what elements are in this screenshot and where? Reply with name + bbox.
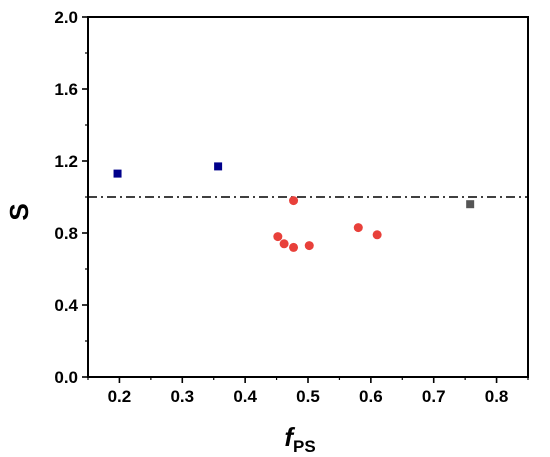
y-tick-label: 1.6 <box>54 80 78 99</box>
y-tick-label: 1.2 <box>54 152 78 171</box>
data-point-circle <box>279 239 289 249</box>
data-point-square <box>466 200 475 209</box>
x-axis-title-subscript: PS <box>293 437 316 456</box>
x-axis-title: fPS <box>284 422 315 456</box>
x-tick-label: 0.4 <box>233 387 257 406</box>
tick-marks <box>82 16 529 383</box>
data-point-circle <box>289 242 299 252</box>
y-axis-title: S <box>4 203 34 220</box>
y-tick-labels: 0.0 0.4 0.8 1.2 1.6 2.0 <box>54 8 78 387</box>
x-tick-label: 0.6 <box>359 387 383 406</box>
x-tick-label: 0.3 <box>170 387 194 406</box>
y-tick-label: 0.0 <box>54 368 78 387</box>
x-tick-label: 0.2 <box>108 387 132 406</box>
data-point-square <box>113 169 122 178</box>
x-tick-label: 0.8 <box>485 387 509 406</box>
data-point-circle <box>289 196 299 206</box>
data-point-circle <box>353 223 363 233</box>
y-tick-label: 2.0 <box>54 8 78 27</box>
y-tick-label: 0.4 <box>54 296 78 315</box>
data-point-square <box>214 162 223 171</box>
data-points <box>113 162 475 252</box>
data-point-circle <box>372 230 382 240</box>
x-tick-label: 0.5 <box>296 387 320 406</box>
x-tick-label: 0.7 <box>422 387 446 406</box>
y-tick-label: 0.8 <box>54 224 78 243</box>
x-tick-labels: 0.2 0.3 0.4 0.5 0.6 0.7 0.8 <box>108 387 509 406</box>
data-point-circle <box>304 241 314 251</box>
data-point-circle <box>273 232 283 242</box>
x-axis-title-main: f <box>284 422 295 452</box>
